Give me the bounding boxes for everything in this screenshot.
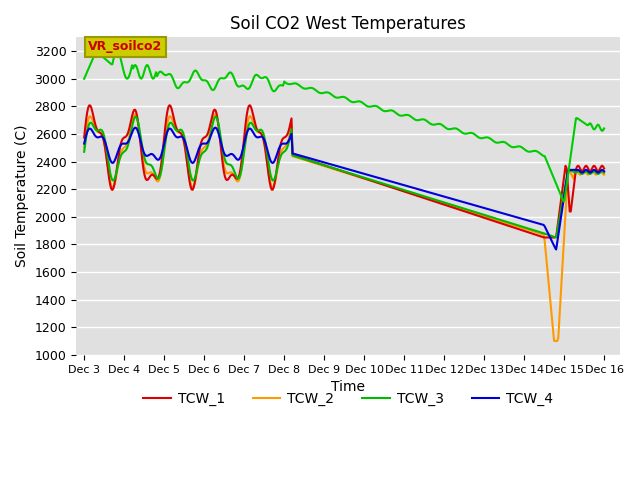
TCW_1	[363, 176, 371, 182]
Text: VR_soilco2: VR_soilco2	[88, 40, 163, 53]
TCW_4	[391, 180, 399, 185]
TCW_1	[328, 165, 336, 171]
TCW_3	[600, 170, 608, 176]
Legend: TCW_1, TCW_2, TCW_3, TCW_4: TCW_1, TCW_2, TCW_3, TCW_4	[138, 386, 559, 411]
TCW_1	[391, 185, 399, 191]
TCW_2	[328, 166, 336, 171]
Line: TCW_4: TCW_4	[84, 128, 604, 250]
TCW_3	[212, 114, 220, 120]
TCW_1	[541, 235, 548, 240]
TCW_2	[131, 111, 139, 117]
Y-axis label: Soil Temperature (C): Soil Temperature (C)	[15, 125, 29, 267]
TCW_3	[391, 184, 399, 190]
TCW_1	[590, 163, 598, 169]
TCW_1	[332, 166, 339, 172]
TCW_4	[80, 141, 88, 146]
TCW_3	[332, 166, 339, 171]
Line: TCW_1: TCW_1	[84, 105, 604, 238]
TCW_3	[551, 234, 559, 240]
TCW_1	[166, 102, 173, 108]
TCW_4	[328, 162, 336, 168]
TCW_1	[600, 166, 608, 171]
TCW_2	[391, 185, 399, 191]
TCW_3	[328, 165, 336, 170]
TCW_4	[508, 213, 515, 218]
TCW_4	[363, 172, 371, 178]
TCW_3	[80, 149, 88, 155]
TCW_4	[332, 163, 339, 168]
TCW_3	[590, 168, 598, 174]
TCW_2	[332, 167, 339, 172]
Title: Soil CO2 West Temperatures: Soil CO2 West Temperatures	[230, 15, 466, 33]
Line: TCW_2: TCW_2	[84, 114, 604, 341]
X-axis label: Time: Time	[331, 380, 365, 394]
TCW_2	[80, 144, 88, 150]
TCW_1	[80, 135, 88, 141]
TCW_3	[363, 176, 371, 181]
TCW_2	[508, 222, 515, 228]
TCW_4	[600, 168, 608, 174]
TCW_3	[508, 220, 515, 226]
TCW_2	[363, 176, 371, 182]
TCW_2	[551, 338, 559, 344]
TCW_2	[590, 169, 598, 175]
TCW_4	[212, 125, 220, 131]
TCW_2	[600, 172, 608, 178]
TCW_4	[590, 167, 598, 173]
TCW_4	[552, 247, 560, 252]
Line: TCW_3: TCW_3	[84, 117, 604, 237]
TCW_1	[508, 224, 515, 229]
